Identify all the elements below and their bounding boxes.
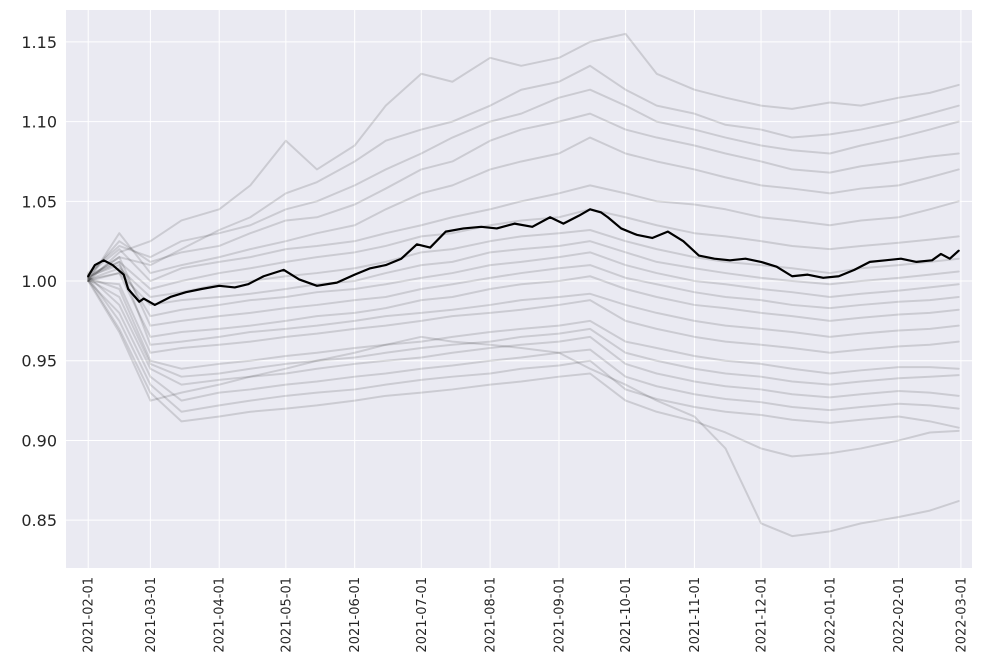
x-tick-label: 2021-04-01 (213, 577, 228, 653)
background-series-line (87, 260, 960, 346)
y-tick-label: 1.15 (21, 33, 57, 52)
y-tick-label: 0.90 (21, 431, 57, 450)
x-tick-label: 2022-01-01 (823, 577, 838, 653)
background-series-line (87, 240, 960, 306)
y-tick-label: 1.00 (21, 272, 57, 291)
background-series-line (87, 278, 960, 386)
y-tick-label: 1.05 (21, 192, 57, 211)
y-tick-label: 0.95 (21, 352, 57, 371)
x-tick-label: 2021-07-01 (415, 577, 430, 653)
background-series-line (87, 208, 960, 290)
background-series-line (87, 276, 960, 429)
background-series-line (87, 275, 960, 399)
x-tick-label: 2021-11-01 (688, 577, 703, 653)
x-tick-label: 2021-12-01 (755, 577, 770, 653)
background-series-line (87, 280, 960, 354)
y-axis-tick-labels: 0.85 0.90 0.95 1.00 1.05 1.10 1.15 (21, 33, 57, 530)
x-tick-label: 2021-10-01 (619, 577, 634, 653)
series-group (87, 32, 960, 538)
background-series-line (87, 229, 960, 298)
background-series-line (87, 278, 960, 458)
background-series-line (87, 280, 960, 538)
x-tick-label: 2021-03-01 (144, 577, 159, 653)
x-axis-tick-labels: 2021-02-01 2021-03-01 2021-04-01 2021-05-01… (82, 577, 970, 653)
x-tick-label: 2022-02-01 (892, 577, 907, 653)
plot-area (66, 10, 972, 568)
background-series-line (87, 251, 960, 318)
gridlines (66, 10, 972, 568)
highlight-series-line (87, 208, 960, 307)
y-tick-label: 0.85 (21, 511, 57, 530)
x-tick-label: 2021-02-01 (82, 577, 97, 653)
x-tick-label: 2021-09-01 (552, 577, 567, 653)
x-tick-label: 2021-05-01 (279, 577, 294, 653)
background-series-line (87, 32, 960, 283)
x-tick-label: 2021-08-01 (484, 577, 499, 653)
background-series-line (87, 64, 960, 279)
background-series-line (87, 112, 960, 278)
x-tick-label: 2021-06-01 (348, 577, 363, 653)
y-tick-label: 1.10 (21, 113, 57, 132)
x-tick-label: 2022-03-01 (954, 577, 969, 653)
background-series-line (87, 256, 960, 327)
background-series-line (87, 136, 960, 283)
background-series-line (87, 276, 960, 375)
background-series-line (87, 280, 960, 412)
background-series-line (87, 184, 960, 283)
background-series-line (87, 88, 960, 275)
background-series-line (87, 272, 960, 338)
